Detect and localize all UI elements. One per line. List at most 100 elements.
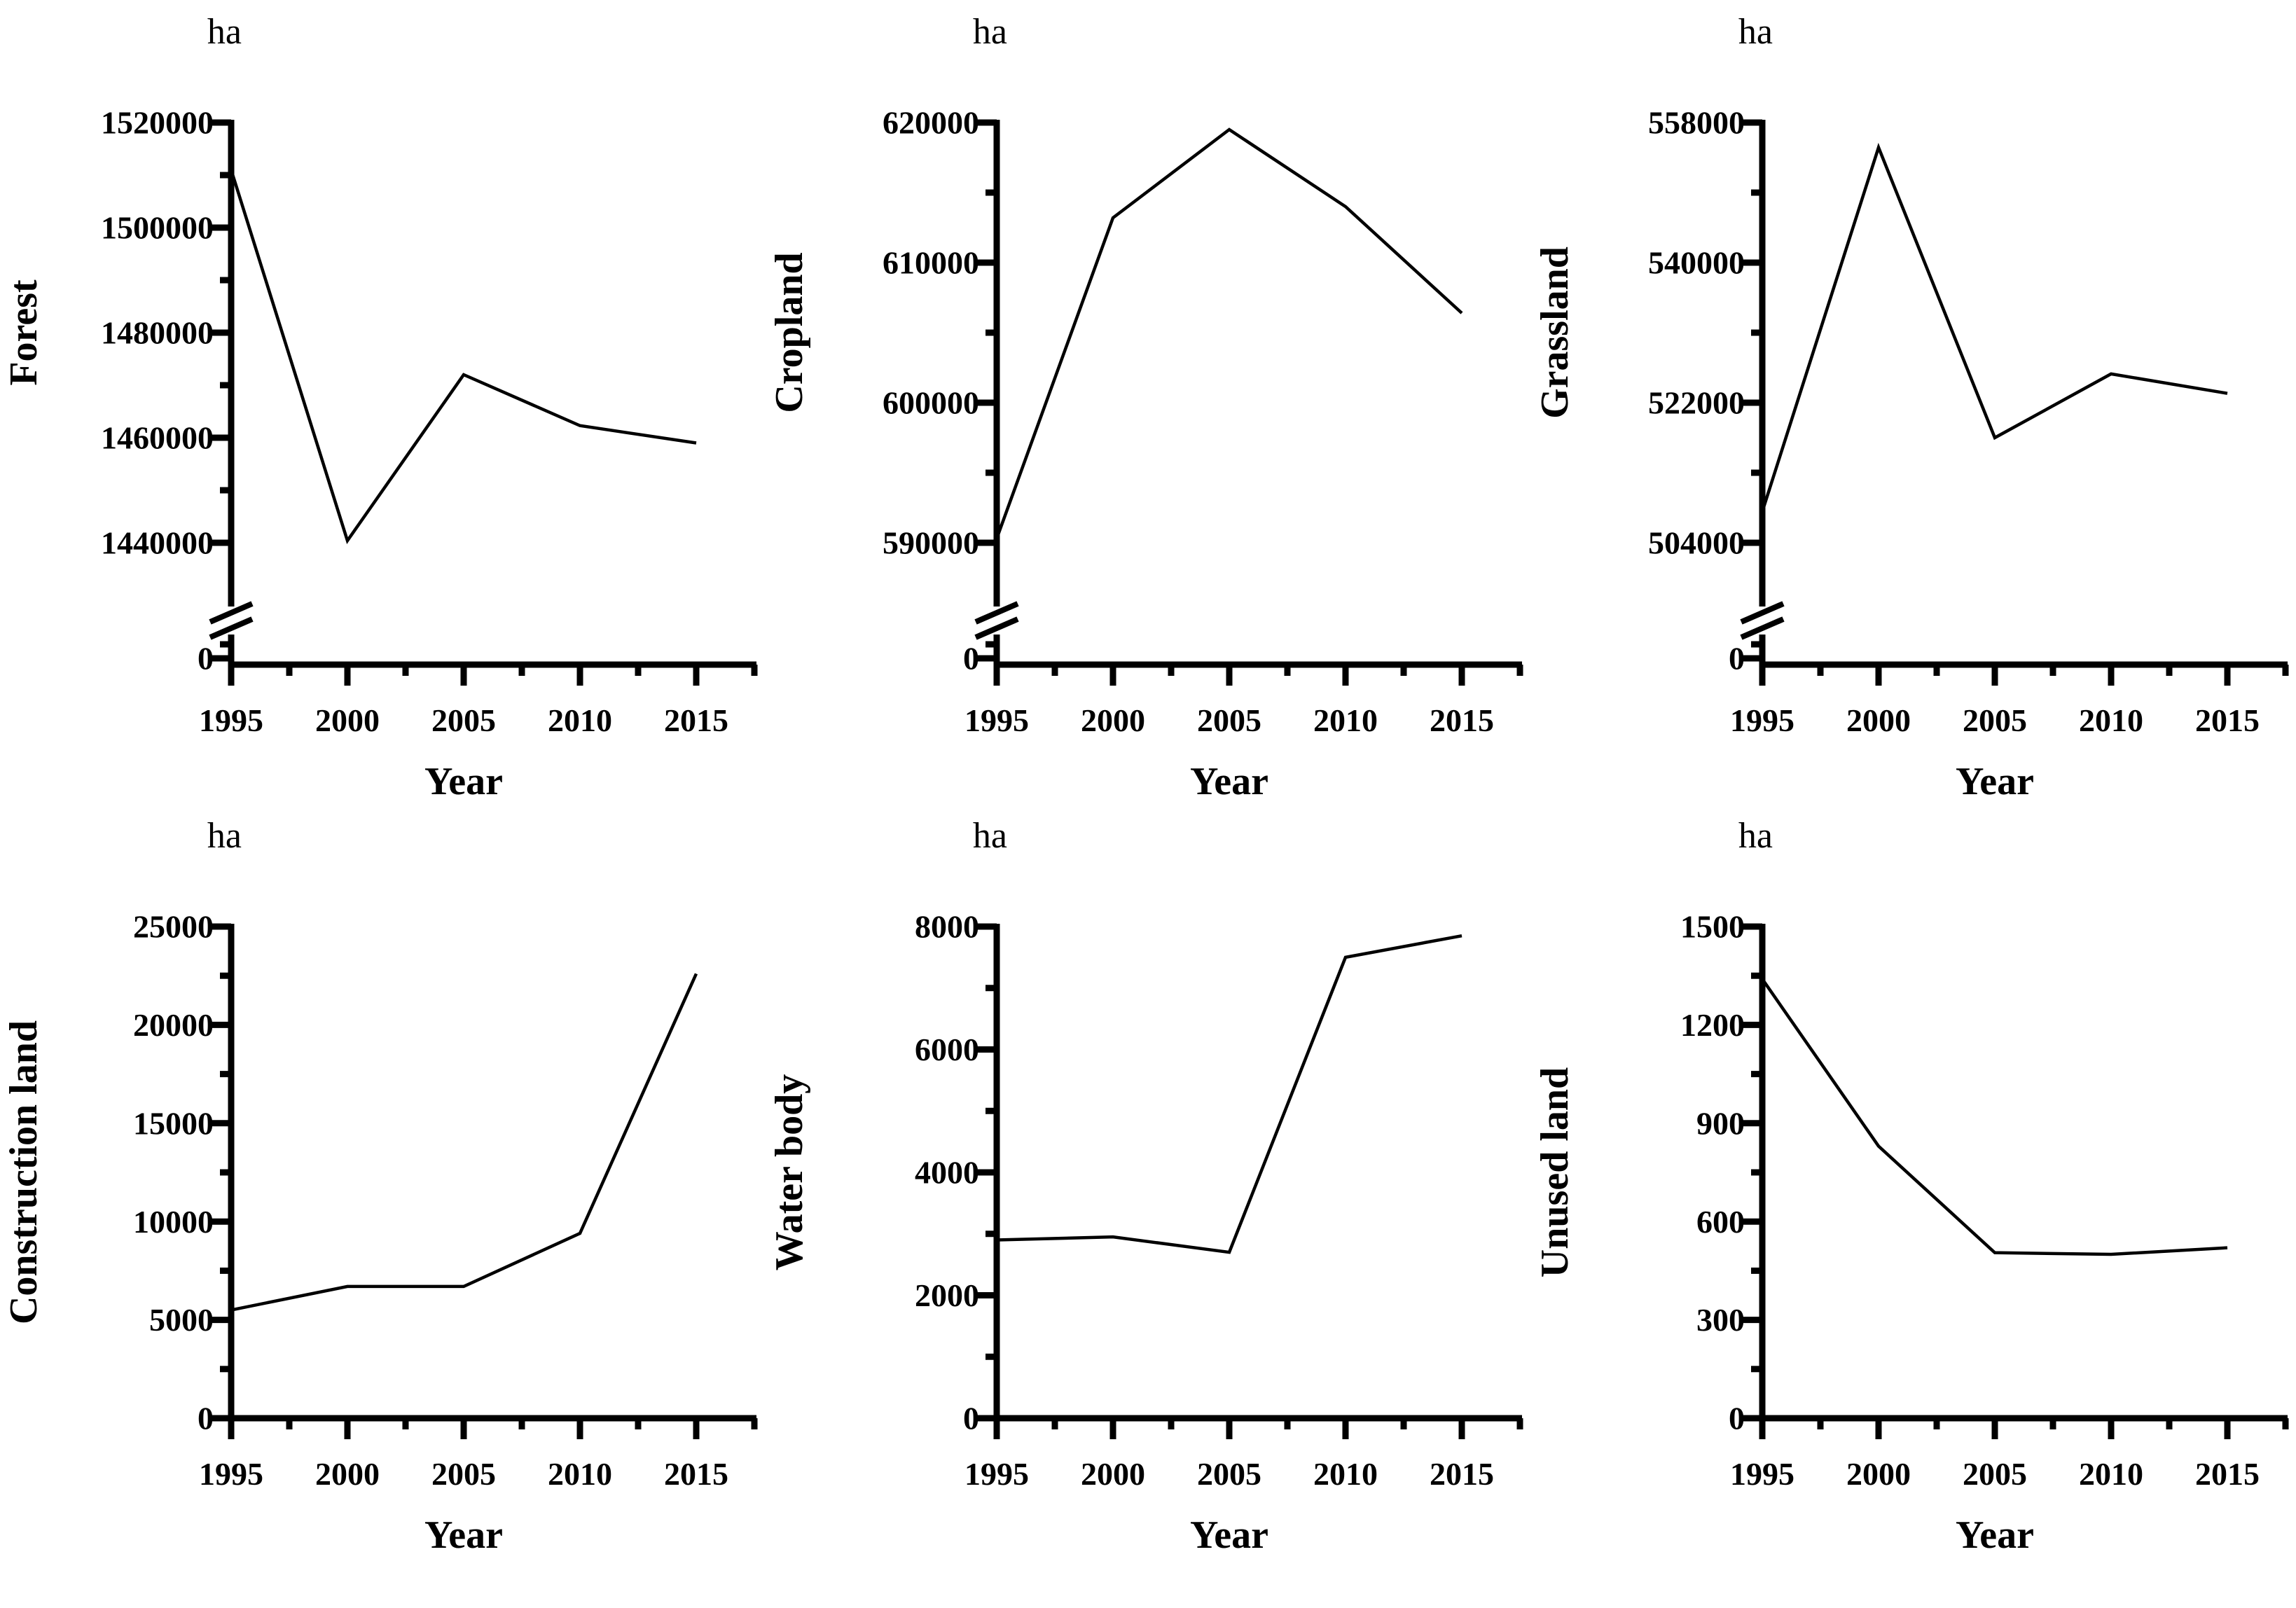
- axis-break-icon: [209, 601, 254, 625]
- x-tick-label: 2015: [2195, 1456, 2260, 1492]
- y-tick-label: 8000: [915, 909, 979, 945]
- x-axis-title: Year: [1956, 1513, 2034, 1557]
- x-tick-label: 2005: [1197, 702, 1261, 738]
- x-tick-label: 1995: [964, 702, 1029, 738]
- x-tick-label: 2010: [2079, 702, 2143, 738]
- unit-label: ha: [1738, 12, 1773, 52]
- y-axis-title: Construction land: [2, 1020, 46, 1324]
- line-chart: 8000 6000 4000 2000 0 1995 2000 2005 2010 2015 ha W…: [768, 816, 1523, 1557]
- x-tick-label: 2010: [1313, 1456, 1378, 1492]
- x-tick-label: 2005: [431, 702, 496, 738]
- x-tick-label: 1995: [964, 1456, 1029, 1492]
- y-tick-label: 1200: [1680, 1007, 1745, 1043]
- x-tick-label: 2010: [548, 702, 612, 738]
- x-tick-label: 2000: [1081, 1456, 1145, 1492]
- x-tick-label: 2010: [2079, 1456, 2143, 1492]
- y-tick-label: 10000: [133, 1204, 214, 1240]
- x-tick-label: 2005: [1197, 1456, 1261, 1492]
- y-tick-label: 1500: [1680, 909, 1745, 945]
- x-axis-title: Year: [1956, 760, 2034, 803]
- x-tick-label: 2000: [1846, 1456, 1911, 1492]
- unit-label: ha: [1738, 816, 1773, 856]
- y-tick-label: 1440000: [101, 525, 214, 561]
- y-tick-label: 300: [1696, 1302, 1745, 1338]
- y-tick-label: 15000: [133, 1105, 214, 1141]
- axis-break-icon: [209, 616, 254, 640]
- line-chart: 25000 20000 15000 10000 5000 0 1995 2000 2005 201…: [2, 816, 758, 1557]
- data-line: [996, 934, 1462, 1254]
- data-line: [230, 973, 698, 1312]
- x-axis-title: Year: [424, 1513, 503, 1557]
- unit-label: ha: [207, 816, 242, 856]
- y-tick-label: 2000: [915, 1277, 979, 1313]
- unit-label: ha: [973, 12, 1007, 52]
- chart-cropland: 620000 610000 600000 590000 0 1995 2000 2005 201…: [766, 0, 1530, 804]
- x-axis-title: Year: [1190, 1513, 1268, 1557]
- y-tick-label: 1500000: [101, 210, 214, 246]
- y-tick-label: 600: [1696, 1204, 1745, 1240]
- x-tick-label: 2015: [1430, 1456, 1494, 1492]
- y-axis-title: Grassland: [1533, 247, 1577, 419]
- x-tick-label: 2015: [1430, 702, 1494, 738]
- y-tick-label: 4000: [915, 1155, 979, 1191]
- y-tick-label: 6000: [915, 1032, 979, 1067]
- x-tick-label: 2015: [2195, 702, 2260, 738]
- y-tick-label: 558000: [1648, 105, 1745, 141]
- unit-label: ha: [207, 12, 242, 52]
- x-tick-label: 2010: [548, 1456, 612, 1492]
- y-axis-title: Cropland: [768, 252, 811, 413]
- x-tick-label: 2015: [664, 1456, 728, 1492]
- x-tick-label: 2015: [664, 702, 728, 738]
- y-tick-label: 0: [1729, 1401, 1745, 1436]
- y-tick-label: 590000: [883, 525, 979, 561]
- y-tick-label: 504000: [1648, 525, 1745, 561]
- chart-water-body: 8000 6000 4000 2000 0 1995 2000 2005 2010 2015 ha W…: [766, 804, 1530, 1608]
- y-tick-label: 540000: [1648, 245, 1745, 281]
- y-tick-label: 25000: [133, 909, 214, 945]
- line-chart: 558000 540000 522000 504000 0 1995 2000 2005 201…: [1533, 12, 2289, 803]
- x-axis-title: Year: [424, 760, 503, 803]
- line-chart: 1500 1200 900 600 300 0 1995 2000 2005 2010 2015 ha…: [1533, 816, 2289, 1557]
- y-tick-label: 522000: [1648, 385, 1745, 421]
- line-chart: 620000 610000 600000 590000 0 1995 2000 2005 201…: [768, 12, 1523, 803]
- y-tick-label: 5000: [149, 1302, 214, 1338]
- y-axis-title: Forest: [2, 279, 46, 386]
- y-tick-label: 0: [963, 1401, 979, 1436]
- data-line: [1761, 978, 2228, 1256]
- chart-grassland: 558000 540000 522000 504000 0 1995 2000 2005 201…: [1531, 0, 2296, 804]
- y-tick-label: 20000: [133, 1007, 214, 1043]
- line-chart: 1520000 1500000 1480000 1460000 1440000 0 1995…: [2, 12, 758, 803]
- axis-break-icon: [974, 601, 1019, 625]
- x-tick-label: 1995: [199, 702, 263, 738]
- y-tick-label: 1480000: [101, 315, 214, 351]
- x-tick-label: 1995: [1730, 1456, 1794, 1492]
- y-zero-label: 0: [963, 641, 979, 677]
- y-zero-label: 0: [1729, 641, 1745, 677]
- y-tick-label: 0: [198, 1401, 214, 1436]
- x-tick-label: 2000: [315, 1456, 380, 1492]
- chart-forest: 1520000 1500000 1480000 1460000 1440000 0 1995…: [0, 0, 765, 804]
- x-tick-label: 1995: [199, 1456, 263, 1492]
- y-tick-label: 620000: [883, 105, 979, 141]
- unit-label: ha: [973, 816, 1007, 856]
- y-axis-title: Water body: [768, 1074, 811, 1271]
- x-axis-title: Year: [1190, 760, 1268, 803]
- axis-break-icon: [1740, 616, 1785, 640]
- data-line: [1760, 142, 2228, 513]
- chart-construction-land: 25000 20000 15000 10000 5000 0 1995 2000 2005 201…: [0, 804, 765, 1608]
- y-tick-label: 1520000: [101, 105, 214, 141]
- y-tick-label: 600000: [883, 385, 979, 421]
- x-tick-label: 2000: [1846, 702, 1911, 738]
- data-line: [995, 127, 1463, 539]
- data-line: [229, 169, 697, 545]
- y-tick-label: 1460000: [101, 420, 214, 456]
- x-tick-label: 2005: [1963, 702, 2027, 738]
- y-zero-label: 0: [198, 641, 214, 677]
- y-tick-label: 900: [1696, 1105, 1745, 1141]
- chart-unused-land: 1500 1200 900 600 300 0 1995 2000 2005 2010 2015 ha…: [1531, 804, 2296, 1608]
- x-tick-label: 2000: [1081, 702, 1145, 738]
- axis-break-icon: [974, 616, 1019, 640]
- x-tick-label: 2010: [1313, 702, 1378, 738]
- y-axis-title: Unused land: [1533, 1067, 1577, 1277]
